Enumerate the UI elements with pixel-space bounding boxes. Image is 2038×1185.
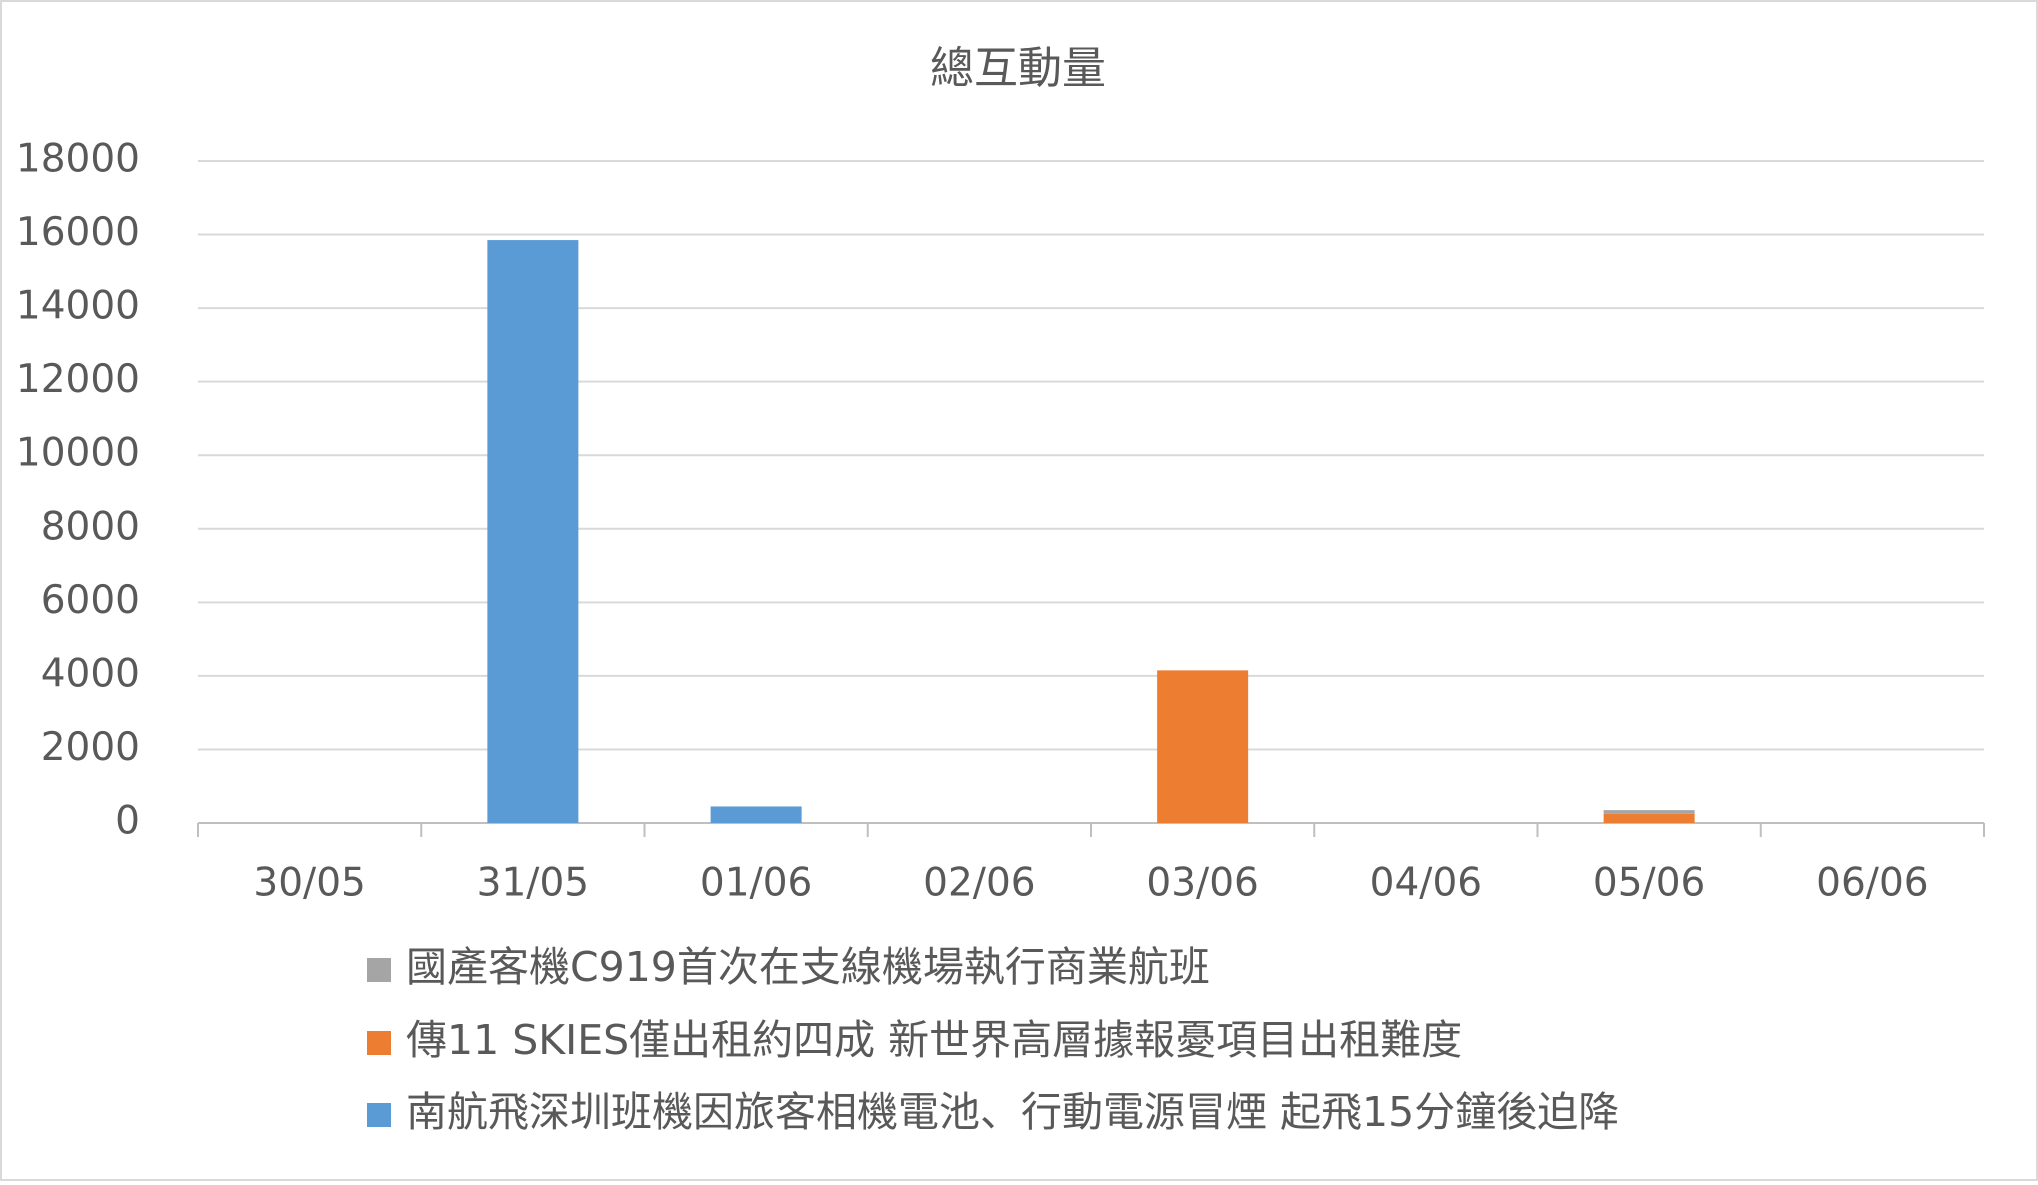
- x-tick-label: 31/05: [477, 861, 589, 906]
- y-tick-label: 12000: [16, 357, 140, 402]
- bar: [1157, 670, 1249, 823]
- bar: [710, 806, 802, 823]
- y-tick-label: 10000: [16, 431, 140, 476]
- x-tick-label: 04/06: [1370, 861, 1482, 906]
- y-tick-label: 16000: [16, 210, 140, 255]
- x-tick-label: 06/06: [1816, 861, 1928, 906]
- y-tick-label: 4000: [41, 651, 140, 696]
- legend-swatch: [367, 1103, 391, 1127]
- legend-label: 傳11 SKIES僅出租約四成 新世界高層據報憂項目出租難度: [406, 1016, 1462, 1064]
- y-tick-label: 0: [115, 799, 140, 844]
- x-tick-label: 30/05: [253, 861, 365, 906]
- bar: [1603, 810, 1695, 814]
- legend-label: 國產客機C919首次在支線機場執行商業航班: [406, 943, 1210, 991]
- bar: [1603, 813, 1695, 823]
- y-tick-label: 14000: [16, 284, 140, 329]
- x-tick-label: 05/06: [1593, 861, 1705, 906]
- y-tick-label: 2000: [41, 725, 140, 770]
- x-tick-label: 03/06: [1146, 861, 1258, 906]
- x-tick-label: 02/06: [923, 861, 1035, 906]
- chart-title: 總互動量: [930, 43, 1106, 94]
- y-tick-label: 18000: [16, 137, 140, 182]
- bar: [487, 240, 579, 824]
- y-tick-label: 6000: [41, 578, 140, 623]
- legend-swatch: [367, 958, 391, 982]
- legend-label: 南航飛深圳班機因旅客相機電池、行動電源冒煙 起飛15分鐘後迫降: [406, 1088, 1619, 1136]
- legend-swatch: [367, 1031, 391, 1055]
- x-tick-label: 01/06: [700, 861, 812, 906]
- y-tick-label: 8000: [41, 504, 140, 549]
